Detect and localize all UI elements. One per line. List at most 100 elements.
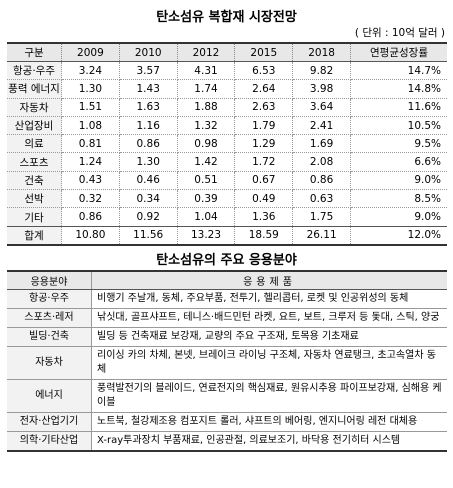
value-cell: 0.98 (177, 134, 236, 154)
category-cell: 의료 (7, 134, 62, 154)
growth-cell: 6.6% (350, 152, 447, 172)
value-cell: 1.08 (61, 116, 120, 136)
value-cell: 0.63 (292, 189, 351, 209)
growth-cell: 11.6% (350, 98, 447, 117)
table-row: 전자·산업기기 노트북, 철강제조용 컴포지트 롤러, 샤프트의 베어링, 엔지니… (7, 412, 447, 432)
value-cell: 3.64 (292, 98, 351, 117)
application-area-cell: 자동차 (7, 346, 92, 380)
value-cell: 2.41 (292, 116, 351, 136)
category-cell: 건축 (7, 171, 62, 191)
growth-cell: 9.5% (350, 134, 447, 154)
value-cell: 1.16 (119, 116, 178, 136)
application-products-cell: 비행기 주날개, 동체, 주요부품, 전투기, 헬리콥터, 로켓 및 인공위성의… (91, 289, 447, 309)
value-cell: 1.75 (292, 207, 351, 227)
growth-cell: 12.0% (350, 225, 447, 246)
value-cell: 0.39 (177, 189, 236, 209)
market-forecast-table: 구분 2009 2010 2012 2015 2018 연평균성장률 항공·우주… (7, 42, 447, 246)
value-cell: 18.59 (234, 225, 294, 246)
table-row: 자동차 1.51 1.63 1.88 2.63 3.64 11.6% (7, 98, 447, 117)
growth-cell: 10.5% (350, 116, 447, 136)
application-products-cell: 풍력발전기의 블레이드, 연료전지의 핵심재료, 원유시추용 파이프보강재, 심… (91, 379, 447, 413)
application-products-cell: 빌딩 등 건축재료 보강재, 교량의 주요 구조재, 토목용 기초재료 (91, 327, 447, 347)
application-area-cell: 항공·우주 (7, 289, 92, 309)
value-cell: 3.98 (292, 79, 351, 99)
header-2018: 2018 (292, 43, 351, 62)
value-cell: 1.24 (61, 152, 120, 172)
value-cell: 0.34 (119, 189, 178, 209)
header-application-products: 응용제품 (91, 271, 447, 290)
table-row: 의학·기타산업 X-ray투과장치 부품재료, 인공관절, 의료보조기, 바닥용 … (7, 431, 447, 452)
value-cell: 1.36 (234, 207, 294, 227)
value-cell: 9.82 (292, 61, 351, 81)
value-cell: 1.30 (61, 79, 120, 99)
unit-label: ( 단위 : 10억 달러 ) (354, 27, 445, 39)
application-area-cell: 스포츠·레저 (7, 308, 92, 328)
header-2009: 2009 (61, 43, 120, 62)
table-row: 산업장비 1.08 1.16 1.32 1.79 2.41 10.5% (7, 116, 447, 136)
category-cell: 스포츠 (7, 152, 62, 172)
table2-title: 탄소섬유의 주요 응용분야 (156, 253, 297, 268)
header-category: 구분 (7, 43, 62, 62)
value-cell: 0.86 (61, 207, 120, 227)
value-cell: 0.49 (234, 189, 294, 209)
table-row: 빌딩·건축 빌딩 등 건축재료 보강재, 교량의 주요 구조재, 토목용 기초재료 (7, 327, 447, 347)
value-cell: 1.30 (119, 152, 178, 172)
table-row: 건축 0.43 0.46 0.51 0.67 0.86 9.0% (7, 171, 447, 191)
value-cell: 2.08 (292, 152, 351, 172)
growth-cell: 9.0% (350, 171, 447, 191)
value-cell: 1.43 (119, 79, 178, 99)
application-area-cell: 의학·기타산업 (7, 431, 92, 452)
growth-cell: 8.5% (350, 189, 447, 209)
table2-header-row: 응용분야 응용제품 (7, 271, 447, 290)
application-area-cell: 전자·산업기기 (7, 412, 92, 432)
value-cell: 2.63 (234, 98, 294, 117)
value-cell: 1.69 (292, 134, 351, 154)
table-row: 항공·우주 비행기 주날개, 동체, 주요부품, 전투기, 헬리콥터, 로켓 및 … (7, 289, 447, 309)
category-cell: 항공·우주 (7, 61, 62, 81)
application-products-cell: 낚싯대, 골프샤프트, 테니스·배드민턴 라켓, 요트, 보트, 크루저 등 돛… (91, 308, 447, 328)
category-cell: 기타 (7, 207, 62, 227)
table1-title: 탄소섬유 복합재 시장전망 (156, 10, 297, 25)
application-area-cell: 빌딩·건축 (7, 327, 92, 347)
value-cell: 0.51 (177, 171, 236, 191)
header-2012: 2012 (177, 43, 236, 62)
growth-cell: 14.8% (350, 79, 447, 99)
value-cell: 3.24 (61, 61, 120, 81)
value-cell: 1.79 (234, 116, 294, 136)
table1-header-row: 구분 2009 2010 2012 2015 2018 연평균성장률 (7, 43, 447, 62)
value-cell: 26.11 (292, 225, 351, 246)
value-cell: 0.67 (234, 171, 294, 191)
value-cell: 0.86 (119, 134, 178, 154)
growth-cell: 9.0% (350, 207, 447, 227)
value-cell: 1.51 (61, 98, 120, 117)
header-2015: 2015 (234, 43, 294, 62)
value-cell: 1.04 (177, 207, 236, 227)
value-cell: 4.31 (177, 61, 236, 81)
value-cell: 2.64 (234, 79, 294, 99)
growth-cell: 14.7% (350, 61, 447, 81)
application-products-cell: X-ray투과장치 부품재료, 인공관절, 의료보조기, 바닥용 전기히터 시스… (91, 431, 447, 452)
header-application-area: 응용분야 (7, 271, 92, 290)
table-row: 에너지 풍력발전기의 블레이드, 연료전지의 핵심재료, 원유시추용 파이프보강재… (7, 379, 447, 413)
table-row: 스포츠 1.24 1.30 1.42 1.72 2.08 6.6% (7, 152, 447, 172)
value-cell: 0.46 (119, 171, 178, 191)
value-cell: 0.32 (61, 189, 120, 209)
application-products-cell: 리이싱 카의 차체, 본넷, 브레이크 라이닝 구조체, 자동차 연료탱크, 초… (91, 346, 447, 380)
table-row: 항공·우주 3.24 3.57 4.31 6.53 9.82 14.7% (7, 61, 447, 81)
table-row: 풍력 에너지 1.30 1.43 1.74 2.64 3.98 14.8% (7, 79, 447, 99)
table-row: 스포츠·레저 낚싯대, 골프샤프트, 테니스·배드민턴 라켓, 요트, 보트, 크… (7, 308, 447, 328)
header-growth: 연평균성장률 (350, 43, 447, 62)
table-row: 의료 0.81 0.86 0.98 1.29 1.69 9.5% (7, 134, 447, 154)
value-cell: 1.63 (119, 98, 178, 117)
value-cell: 10.80 (61, 225, 120, 246)
value-cell: 6.53 (234, 61, 294, 81)
value-cell: 1.29 (234, 134, 294, 154)
header-2010: 2010 (119, 43, 178, 62)
value-cell: 0.86 (292, 171, 351, 191)
table-row: 선박 0.32 0.34 0.39 0.49 0.63 8.5% (7, 189, 447, 209)
value-cell: 1.74 (177, 79, 236, 99)
value-cell: 0.43 (61, 171, 120, 191)
total-row: 합계 10.80 11.56 13.23 18.59 26.11 12.0% (7, 225, 447, 246)
value-cell: 1.42 (177, 152, 236, 172)
value-cell: 1.72 (234, 152, 294, 172)
